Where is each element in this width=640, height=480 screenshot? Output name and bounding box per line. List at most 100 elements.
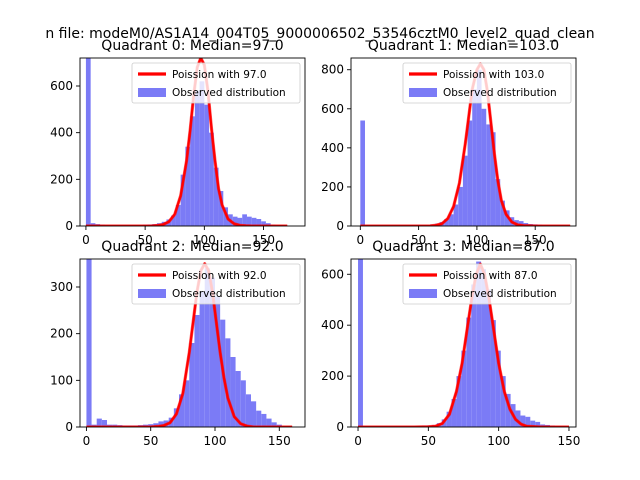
axes-frame	[79, 258, 306, 428]
histogram-bar	[242, 214, 247, 226]
x-tick-label: 50	[421, 434, 436, 448]
subplot-2: 0 50 100 150 0 100 200 300 Quadrant 2: Median=92…	[50, 239, 306, 448]
x-tick-label: 100	[465, 233, 488, 247]
legend-observed-swatch	[409, 289, 437, 298]
y-tick-label: 400	[321, 318, 344, 332]
histogram-bar	[500, 200, 505, 226]
histogram-bar	[490, 320, 496, 427]
legend-poisson-label: Poission with 103.0	[443, 69, 544, 81]
legend-box	[131, 62, 301, 104]
histogram-bar	[158, 421, 164, 427]
histogram-bar	[358, 259, 363, 427]
y-tick-label: 0	[65, 219, 73, 233]
y-tick-label: 200	[321, 180, 344, 194]
histogram-bar	[462, 155, 468, 226]
legend: Poission with 97.0 Observed distribution	[131, 62, 301, 104]
histogram-bar	[204, 104, 210, 226]
x-tick-label: 0	[354, 434, 362, 448]
histogram-bar	[194, 90, 200, 226]
histogram-bar	[448, 214, 454, 226]
x-tick-label: 150	[524, 233, 547, 247]
histogram-bar	[472, 89, 477, 226]
subplot-title: Quadrant 1: Median=103.0	[368, 38, 559, 54]
histogram-bar	[199, 291, 205, 427]
y-tick-label: 600	[321, 267, 344, 281]
histogram-bar	[175, 205, 181, 226]
x-tick-label: 0	[83, 434, 91, 448]
y-tick-label: 200	[50, 327, 73, 341]
histogram-bar	[240, 380, 246, 427]
figure-suptitle: n file: modeM0/AS1A14_004T05_9000006502_…	[45, 26, 594, 42]
x-tick-label: 150	[252, 233, 275, 247]
x-tick-label: 150	[558, 434, 581, 448]
histogram-bar	[246, 216, 252, 226]
legend-observed-swatch	[138, 88, 166, 97]
histogram-bar	[101, 420, 107, 427]
histogram-bar	[453, 204, 459, 226]
x-tick-label: 50	[137, 233, 152, 247]
histogram-bar	[451, 399, 457, 427]
x-tick-label: 50	[143, 434, 158, 448]
histogram-bar	[490, 132, 496, 226]
histogram-bar	[171, 215, 176, 226]
y-tick-label: 300	[50, 280, 73, 294]
histogram-bar	[179, 394, 185, 427]
y-tick-label: 200	[50, 172, 73, 186]
histogram-bar	[225, 338, 231, 427]
histogram-bar	[458, 186, 463, 226]
histogram-bar	[213, 167, 219, 226]
legend-poisson-label: Poission with 92.0	[172, 270, 267, 282]
legend-box	[402, 62, 572, 104]
subplot-3: 0 50 100 150 0 200 400 600 Quadrant 3: Median=87…	[321, 239, 580, 448]
subplot-grid: 0 50 100 150 0 200 400 600 Quadrant 0: Median=97…	[50, 38, 580, 448]
legend-observed-swatch	[138, 289, 166, 298]
y-tick-label: 0	[65, 420, 73, 434]
histogram-bar	[245, 394, 251, 427]
legend-observed-label: Observed distribution	[443, 288, 557, 300]
histogram-bar	[194, 315, 200, 427]
legend-observed-label: Observed distribution	[172, 288, 286, 300]
histogram-bar	[495, 350, 501, 427]
histogram-bar	[199, 81, 205, 226]
y-tick-label: 400	[321, 141, 344, 155]
histogram-bar	[215, 296, 221, 427]
histogram-bar	[518, 221, 524, 226]
histogram-bar	[271, 422, 277, 427]
subplot-1: 0 50 100 150 0 200 400 600 800 Quadrant 1: Median…	[321, 38, 577, 247]
histogram-bar	[185, 146, 191, 226]
histogram-bar	[218, 191, 224, 226]
histogram-bar	[261, 221, 266, 226]
histogram-bar	[515, 410, 521, 427]
histogram-bar	[189, 343, 195, 427]
histogram-bar	[481, 108, 487, 226]
y-tick-label: 200	[321, 369, 344, 383]
histogram-bar	[466, 317, 472, 427]
y-tick-label: 0	[336, 420, 344, 434]
legend-poisson-label: Poission with 87.0	[443, 270, 538, 282]
histogram-bar	[237, 217, 243, 226]
legend: Poission with 92.0 Observed distribution	[131, 263, 301, 305]
histogram-bar	[173, 408, 179, 427]
histogram-bar	[446, 411, 452, 427]
y-tick-label: 800	[321, 63, 344, 77]
legend-observed-swatch	[409, 88, 437, 97]
histogram-bar	[486, 124, 491, 226]
subplot-0: 0 50 100 150 0 200 400 600 Quadrant 0: Median=97…	[50, 38, 306, 247]
histogram-bar	[235, 371, 241, 427]
legend-observed-label: Observed distribution	[443, 87, 557, 99]
subplot-title: Quadrant 2: Median=92.0	[101, 239, 283, 255]
legend-poisson-label: Poission with 97.0	[172, 69, 267, 81]
histogram-bar	[209, 132, 214, 226]
histogram-bar	[180, 174, 186, 226]
histogram-bar	[525, 416, 531, 427]
histogram-bar	[360, 120, 365, 226]
histogram-bar	[456, 376, 462, 427]
histogram-bar	[232, 216, 238, 226]
legend: Poission with 87.0 Observed distribution	[402, 263, 572, 305]
histogram-bar	[471, 284, 477, 427]
y-tick-label: 600	[50, 79, 73, 93]
axes-frame	[79, 57, 306, 227]
histogram-bar	[500, 376, 506, 427]
histogram-bar	[230, 357, 236, 427]
